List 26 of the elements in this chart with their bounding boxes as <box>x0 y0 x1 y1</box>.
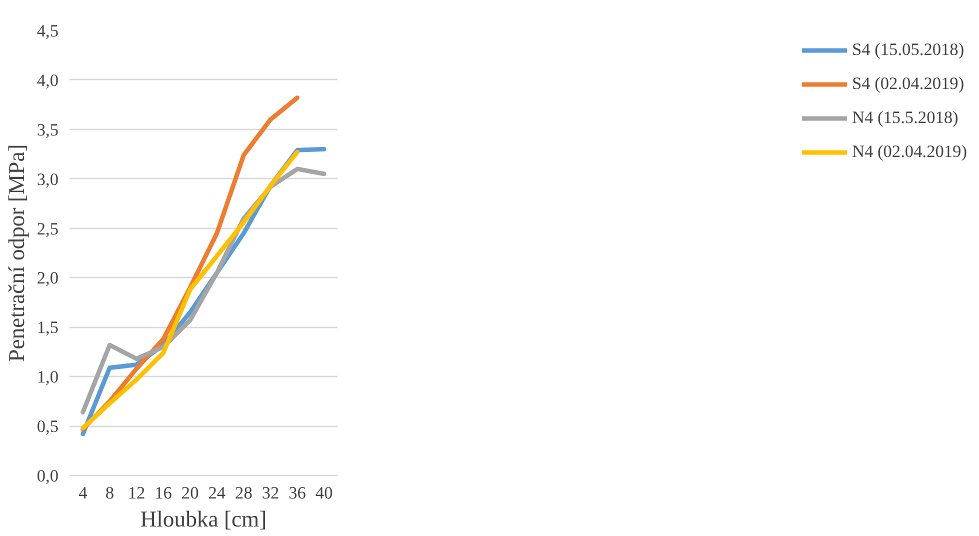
y-tick-label: 2,0 <box>36 268 59 288</box>
x-tick-label: 28 <box>235 484 252 502</box>
x-tick-label: 32 <box>262 484 280 502</box>
y-tick-label: 4,5 <box>36 22 59 40</box>
y-tick-label: 3,0 <box>36 170 59 189</box>
x-tick-label: 40 <box>315 484 333 502</box>
x-tick-label: 12 <box>128 484 146 502</box>
x-tick-label: 8 <box>105 484 114 502</box>
y-tick-label: 0,5 <box>36 417 59 436</box>
x-tick-label: 36 <box>288 484 306 502</box>
y-tick-label: 4,0 <box>36 70 59 90</box>
x-tick-label: 16 <box>154 484 172 502</box>
legend-label: S4 (15.05.2018) <box>852 40 964 60</box>
x-tick-label: 4 <box>78 484 88 502</box>
y-axis-title: Penetrační odpor [MPa] <box>4 144 29 362</box>
y-tick-label: 2,5 <box>36 219 59 238</box>
x-tick-label: 20 <box>181 484 199 502</box>
x-tick-label: 24 <box>208 484 226 502</box>
y-tick-label: 0,0 <box>36 466 59 486</box>
legend-label: S4 (02.04.2019) <box>852 74 964 94</box>
y-tick-label: 1,5 <box>36 318 59 338</box>
y-tick-label: 3,5 <box>36 120 59 140</box>
y-tick-label: 1,0 <box>36 368 59 387</box>
x-axis-title: Hloubka [cm] <box>140 506 267 532</box>
legend-label: N4 (02.04.2019) <box>852 142 967 162</box>
legend-label: N4 (15.5.2018) <box>852 108 958 128</box>
